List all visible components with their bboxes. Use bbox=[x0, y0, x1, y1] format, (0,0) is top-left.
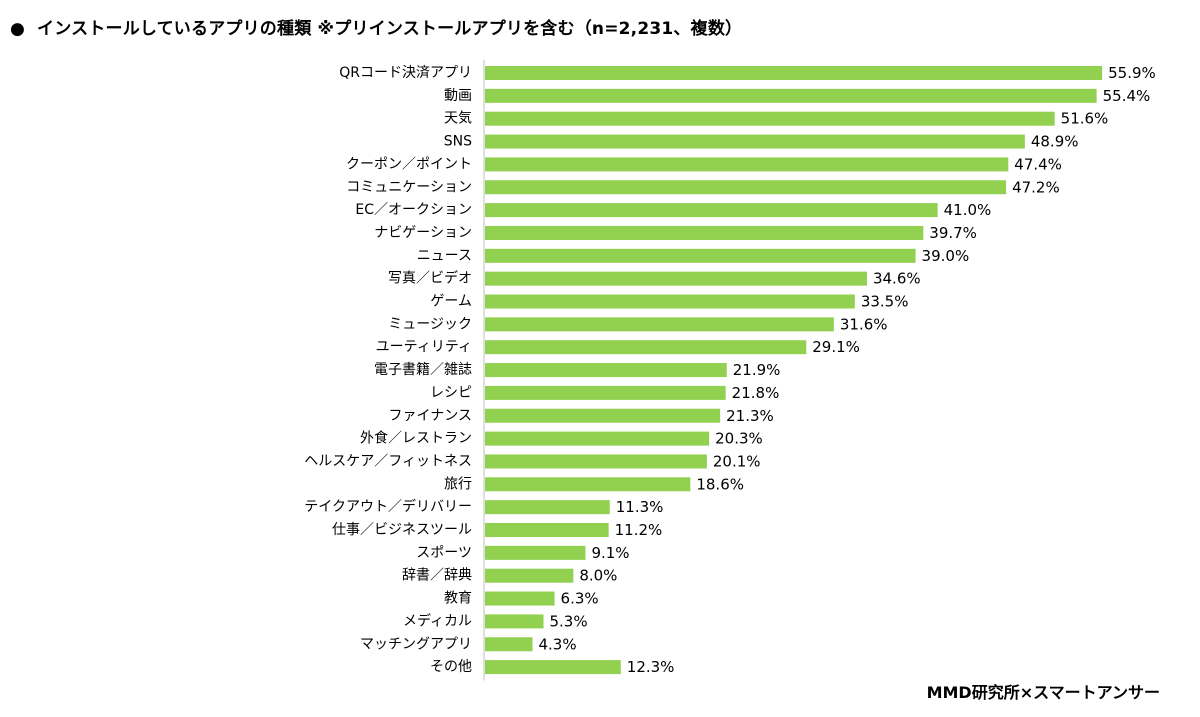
value-label: 11.2% bbox=[615, 521, 663, 539]
category-label: 動画 bbox=[444, 88, 472, 104]
chart-title-text: インストールしているアプリの種類 ※プリインストールアプリを含む（n=2,231… bbox=[37, 19, 743, 39]
value-label: 21.8% bbox=[732, 384, 780, 402]
bar bbox=[485, 431, 710, 446]
category-label: マッチングアプリ bbox=[360, 636, 472, 652]
category-label: ヘルスケア／フィットネス bbox=[304, 453, 472, 469]
bar bbox=[485, 454, 707, 469]
value-label: 51.6% bbox=[1061, 110, 1109, 128]
bar bbox=[485, 568, 574, 583]
value-label: 39.0% bbox=[922, 247, 970, 265]
value-label: 34.6% bbox=[873, 270, 921, 288]
bar bbox=[485, 271, 867, 286]
value-label: 39.7% bbox=[929, 224, 977, 242]
category-label: 天気 bbox=[444, 111, 472, 127]
category-label: その他 bbox=[430, 659, 472, 675]
category-label: 外食／レストラン bbox=[360, 430, 472, 447]
category-label: ミュージック bbox=[388, 316, 472, 332]
bar bbox=[485, 225, 924, 240]
chart-title: ● インストールしているアプリの種類 ※プリインストールアプリを含む（n=2,23… bbox=[10, 14, 742, 39]
value-label: 47.2% bbox=[1012, 178, 1060, 196]
value-label: 12.3% bbox=[627, 658, 675, 676]
bar bbox=[485, 591, 555, 606]
bar bbox=[485, 66, 1103, 80]
category-label: クーポン／ポイント bbox=[346, 156, 472, 172]
category-label: EC／オークション bbox=[355, 202, 472, 218]
value-label: 11.3% bbox=[616, 498, 664, 516]
bar bbox=[485, 157, 1009, 172]
value-label: 4.3% bbox=[538, 635, 576, 653]
category-label: ユーティリティ bbox=[376, 339, 472, 355]
category-label: スポーツ bbox=[416, 545, 472, 561]
category-label: 電子書籍／雑誌 bbox=[374, 361, 472, 378]
value-label: 20.3% bbox=[715, 430, 763, 448]
value-label: 6.3% bbox=[561, 590, 599, 608]
bullet-icon: ● bbox=[10, 19, 26, 39]
category-label: QRコード決済アプリ bbox=[339, 65, 472, 81]
bar bbox=[485, 614, 544, 629]
category-label: ナビゲーション bbox=[374, 225, 472, 241]
value-label: 41.0% bbox=[944, 201, 992, 219]
value-label: 55.9% bbox=[1108, 64, 1156, 82]
category-label: SNS bbox=[444, 134, 472, 150]
value-label: 21.9% bbox=[733, 361, 781, 379]
category-label: ファイナンス bbox=[389, 408, 472, 424]
category-label: 写真／ビデオ bbox=[388, 270, 472, 287]
category-label: ゲーム bbox=[430, 294, 472, 310]
value-label: 5.3% bbox=[550, 612, 588, 630]
bar bbox=[485, 317, 834, 332]
value-label: 20.1% bbox=[713, 452, 761, 470]
bar bbox=[485, 248, 916, 263]
category-label: レシピ bbox=[430, 385, 472, 401]
category-label: 教育 bbox=[444, 591, 472, 607]
value-label: 9.1% bbox=[591, 544, 629, 562]
bar bbox=[485, 203, 938, 218]
bar bbox=[485, 340, 807, 355]
bar bbox=[485, 637, 533, 652]
value-label: 31.6% bbox=[840, 315, 888, 333]
category-label: コミュニケーション bbox=[346, 179, 472, 195]
value-label: 55.4% bbox=[1103, 87, 1151, 105]
bar bbox=[485, 294, 855, 309]
bar bbox=[485, 111, 1055, 126]
source-credit: MMD研究所×スマートアンサー bbox=[926, 683, 1160, 702]
bar bbox=[485, 363, 727, 378]
value-label: 48.9% bbox=[1031, 133, 1079, 151]
bar bbox=[485, 134, 1025, 149]
bar bbox=[485, 660, 621, 675]
bar bbox=[485, 545, 586, 560]
value-label: 18.6% bbox=[696, 475, 744, 493]
bar bbox=[485, 477, 691, 492]
category-label: ニュース bbox=[417, 248, 472, 264]
value-label: 8.0% bbox=[579, 567, 617, 585]
category-label: 仕事／ビジネスツール bbox=[332, 522, 472, 538]
category-label: 辞書／辞典 bbox=[402, 568, 472, 584]
value-label: 21.3% bbox=[726, 407, 774, 425]
bar bbox=[485, 180, 1007, 195]
category-label: テイクアウト／デリバリー bbox=[304, 498, 472, 515]
bar bbox=[485, 523, 609, 537]
value-label: 33.5% bbox=[861, 293, 909, 311]
bar bbox=[485, 500, 610, 515]
category-label: メディカル bbox=[403, 612, 472, 629]
value-label: 47.4% bbox=[1014, 155, 1062, 173]
bar bbox=[485, 88, 1097, 103]
bar bbox=[485, 385, 726, 400]
bar bbox=[485, 408, 721, 423]
category-label: 旅行 bbox=[444, 476, 472, 492]
value-label: 29.1% bbox=[812, 338, 860, 356]
